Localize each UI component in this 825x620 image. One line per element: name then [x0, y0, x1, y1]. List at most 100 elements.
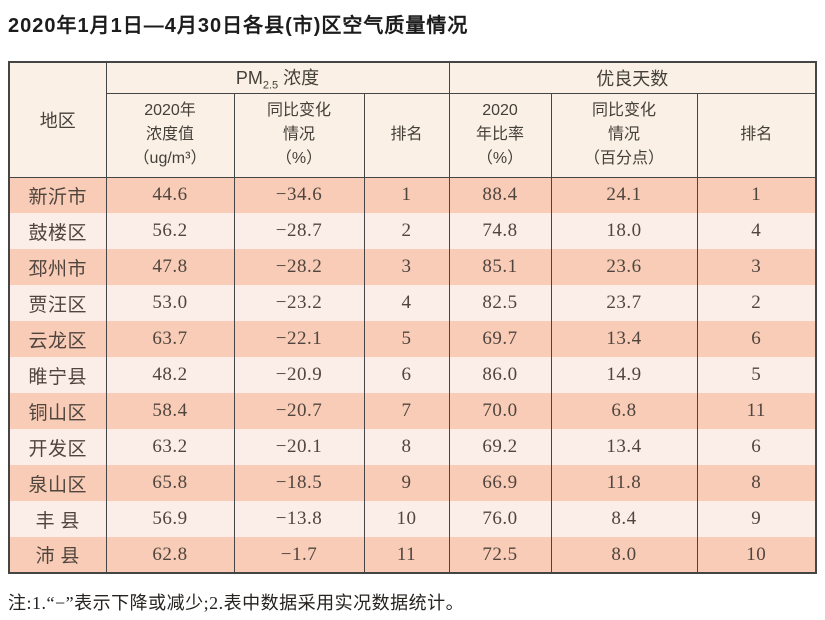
- good-ratio-cell: 82.5: [448, 285, 552, 321]
- table-row: 睢宁县 48.2 −20.9 6 86.0 14.9 5: [8, 357, 817, 393]
- good-change-cell: 24.1: [550, 177, 698, 213]
- good-rank-cell: 10: [696, 537, 817, 573]
- region-cell: 泉山区: [8, 465, 107, 501]
- good-change-cell: 6.8: [550, 393, 698, 429]
- good-ratio-cell: 88.4: [448, 177, 552, 213]
- good-change-cell: 13.4: [550, 429, 698, 465]
- pm-change-cell: −13.8: [233, 501, 365, 537]
- table-row: 丰 县 56.9 −13.8 10 76.0 8.4 9: [8, 501, 817, 537]
- good-rank-cell: 3: [696, 249, 817, 285]
- column-header-good-ratio: 2020 年比率 （%）: [448, 92, 552, 178]
- pm-change-cell: −20.9: [233, 357, 365, 393]
- table-row: 开发区 63.2 −20.1 8 69.2 13.4 6: [8, 429, 817, 465]
- header-group-row: 地区 PM2.5 浓度 优良天数: [8, 62, 817, 178]
- column-group-good-days: 优良天数: [448, 62, 817, 93]
- air-quality-table: 地区 PM2.5 浓度 优良天数 2020年 浓度值 （ug/m³） 同比变化 …: [8, 61, 818, 574]
- table-row: 铜山区 58.4 −20.7 7 70.0 6.8 11: [8, 393, 817, 429]
- good-ratio-cell: 69.7: [448, 321, 552, 357]
- region-cell: 铜山区: [8, 393, 107, 429]
- good-rank-cell: 2: [696, 285, 817, 321]
- pm-change-cell: −22.1: [233, 321, 365, 357]
- table-row: 沛 县 62.8 −1.7 11 72.5 8.0 10: [8, 537, 817, 573]
- good-ratio-cell: 76.0: [448, 501, 552, 537]
- good-rank-cell: 9: [696, 501, 817, 537]
- pm-value-cell: 65.8: [105, 465, 235, 501]
- good-change-cell: 8.4: [550, 501, 698, 537]
- good-rank-cell: 11: [696, 393, 817, 429]
- good-change-cell: 23.7: [550, 285, 698, 321]
- good-rank-cell: 1: [696, 177, 817, 213]
- pm-rank-cell: 4: [363, 285, 450, 321]
- table-row: 邳州市 47.8 −28.2 3 85.1 23.6 3: [8, 249, 817, 285]
- table-row: 鼓楼区 56.2 −28.7 2 74.8 18.0 4: [8, 213, 817, 249]
- good-ratio-cell: 74.8: [448, 213, 552, 249]
- good-change-cell: 14.9: [550, 357, 698, 393]
- good-rank-cell: 4: [696, 213, 817, 249]
- good-ratio-cell: 72.5: [448, 537, 552, 573]
- pm-value-cell: 56.2: [105, 213, 235, 249]
- table-row: 云龙区 63.7 −22.1 5 69.7 13.4 6: [8, 321, 817, 357]
- column-header-pm-change: 同比变化 情况 （%）: [233, 92, 365, 178]
- pm-rank-cell: 8: [363, 429, 450, 465]
- good-change-cell: 13.4: [550, 321, 698, 357]
- good-change-cell: 8.0: [550, 537, 698, 573]
- table-row: 泉山区 65.8 −18.5 9 66.9 11.8 8: [8, 465, 817, 501]
- pm-rank-cell: 10: [363, 501, 450, 537]
- good-change-cell: 18.0: [550, 213, 698, 249]
- column-header-pm-value: 2020年 浓度值 （ug/m³）: [105, 92, 235, 178]
- good-rank-cell: 5: [696, 357, 817, 393]
- pm25-label-prefix: PM: [235, 67, 263, 88]
- table-row: 贾汪区 53.0 −23.2 4 82.5 23.7 2: [8, 285, 817, 321]
- pm-rank-cell: 6: [363, 357, 450, 393]
- table-body: 新沂市 44.6 −34.6 1 88.4 24.1 1 鼓楼区 56.2 −2…: [8, 177, 817, 573]
- good-change-cell: 23.6: [550, 249, 698, 285]
- pm-change-cell: −18.5: [233, 465, 365, 501]
- pm-value-cell: 58.4: [105, 393, 235, 429]
- column-group-pm25: PM2.5 浓度: [105, 62, 450, 93]
- good-ratio-cell: 70.0: [448, 393, 552, 429]
- pm-change-cell: −20.1: [233, 429, 365, 465]
- pm-value-cell: 63.7: [105, 321, 235, 357]
- pm-value-cell: 62.8: [105, 537, 235, 573]
- good-ratio-cell: 69.2: [448, 429, 552, 465]
- header-sub-row: 2020年 浓度值 （ug/m³） 同比变化 情况 （%） 排名 2020 年比…: [9, 92, 817, 178]
- pm-change-cell: −20.7: [233, 393, 365, 429]
- good-ratio-cell: 66.9: [448, 465, 552, 501]
- pm-value-cell: 47.8: [105, 249, 235, 285]
- good-rank-cell: 8: [696, 465, 817, 501]
- column-header-pm-rank: 排名: [363, 92, 450, 178]
- pm-rank-cell: 1: [363, 177, 450, 213]
- pm-value-cell: 63.2: [105, 429, 235, 465]
- good-rank-cell: 6: [696, 429, 817, 465]
- pm-rank-cell: 3: [363, 249, 450, 285]
- pm-change-cell: −28.7: [233, 213, 365, 249]
- pm25-label-suffix: 浓度: [278, 67, 320, 88]
- page-title: 2020年1月1日—4月30日各县(市)区空气质量情况: [8, 15, 469, 37]
- pm-rank-cell: 7: [363, 393, 450, 429]
- region-cell: 丰 县: [8, 501, 107, 537]
- good-ratio-cell: 85.1: [448, 249, 552, 285]
- pm-rank-cell: 11: [363, 537, 450, 573]
- region-cell: 新沂市: [8, 177, 107, 213]
- good-rank-cell: 6: [696, 321, 817, 357]
- column-header-good-rank: 排名: [696, 92, 817, 178]
- pm-value-cell: 44.6: [105, 177, 235, 213]
- pm-change-cell: −23.2: [233, 285, 365, 321]
- column-header-good-change: 同比变化 情况 （百分点）: [550, 92, 698, 178]
- pm-change-cell: −34.6: [233, 177, 365, 213]
- pm-value-cell: 56.9: [105, 501, 235, 537]
- region-cell: 云龙区: [8, 321, 107, 357]
- pm25-label-subscript: 2.5: [262, 79, 279, 92]
- pm-change-cell: −1.7: [233, 537, 365, 573]
- region-cell: 贾汪区: [8, 285, 107, 321]
- table-row: 新沂市 44.6 −34.6 1 88.4 24.1 1: [8, 177, 817, 213]
- region-cell: 鼓楼区: [8, 213, 107, 249]
- table-header: 地区 PM2.5 浓度 优良天数 2020年 浓度值 （ug/m³） 同比变化 …: [8, 62, 817, 178]
- good-ratio-cell: 86.0: [448, 357, 552, 393]
- region-cell: 开发区: [8, 429, 107, 465]
- pm-rank-cell: 9: [363, 465, 450, 501]
- column-header-region: 地区: [8, 62, 107, 178]
- pm-rank-cell: 5: [363, 321, 450, 357]
- region-cell: 沛 县: [8, 537, 107, 573]
- pm-value-cell: 53.0: [105, 285, 235, 321]
